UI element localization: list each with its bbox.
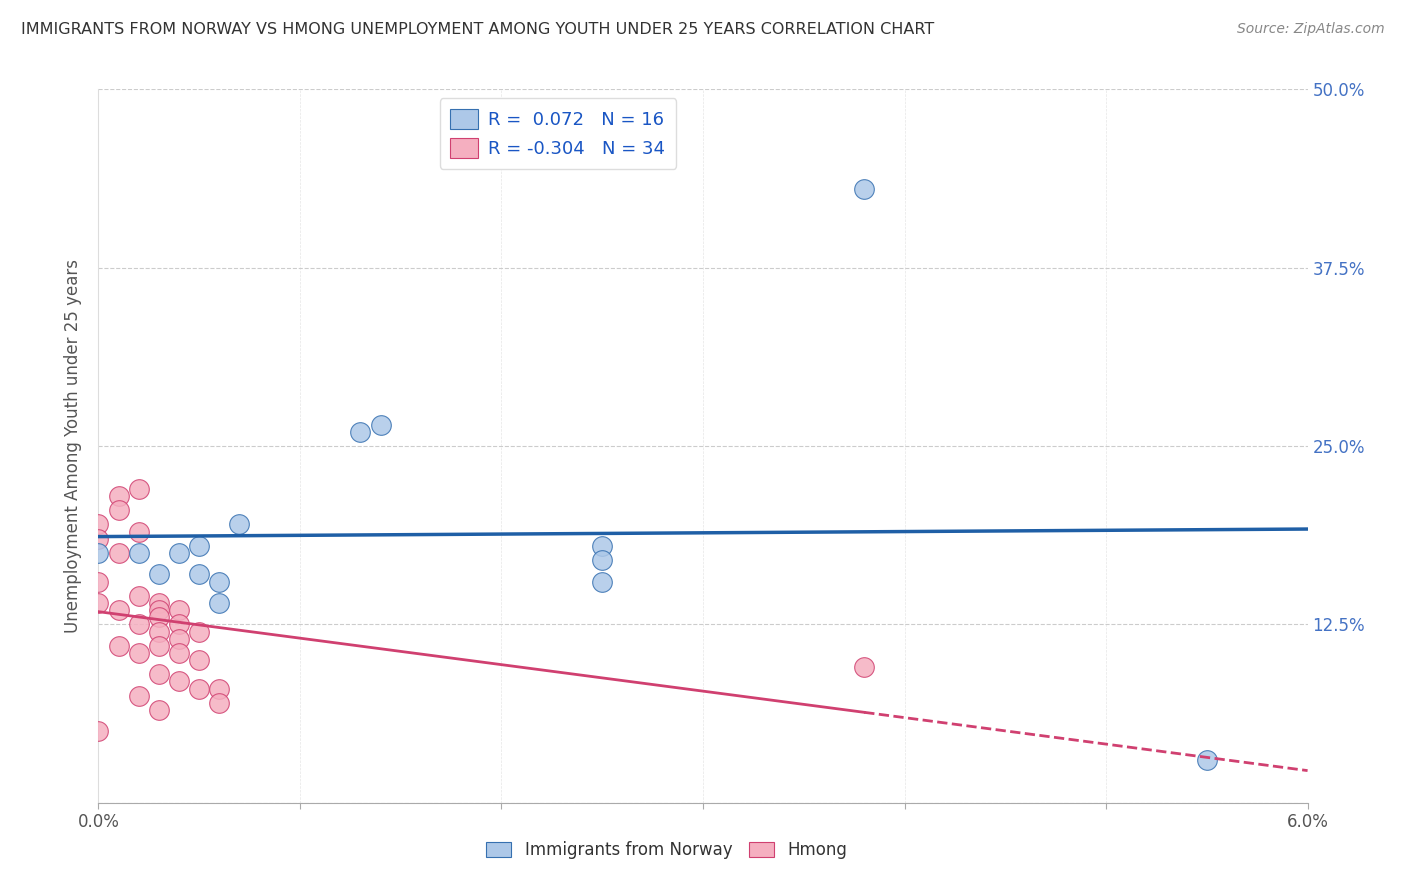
Point [167, 646, 190, 660]
Point [188, 567, 211, 582]
Point [591, 539, 613, 553]
Point [128, 689, 150, 703]
Point [167, 632, 190, 646]
Point [188, 653, 211, 667]
Point [107, 546, 129, 560]
Point [148, 596, 170, 610]
Point [167, 546, 190, 560]
Point [87, 517, 110, 532]
Point [148, 567, 170, 582]
Point [370, 417, 392, 432]
Point [148, 624, 170, 639]
Point [208, 596, 231, 610]
Text: Source: ZipAtlas.com: Source: ZipAtlas.com [1237, 22, 1385, 37]
Point [208, 574, 231, 589]
Point [167, 603, 190, 617]
Legend: Immigrants from Norway, Hmong: Immigrants from Norway, Hmong [479, 835, 853, 866]
Point [591, 574, 613, 589]
Point [148, 603, 170, 617]
Point [87, 574, 110, 589]
Point [167, 674, 190, 689]
Point [128, 646, 150, 660]
Point [208, 681, 231, 696]
Point [87, 596, 110, 610]
Point [128, 617, 150, 632]
Point [228, 517, 250, 532]
Point [208, 696, 231, 710]
Point [148, 639, 170, 653]
Point [148, 667, 170, 681]
Point [107, 489, 129, 503]
Point [188, 681, 211, 696]
Point [128, 589, 150, 603]
Point [107, 503, 129, 517]
Point [107, 603, 129, 617]
Point [188, 539, 211, 553]
Point [128, 482, 150, 496]
Point [87, 532, 110, 546]
Point [188, 624, 211, 639]
Point [128, 546, 150, 560]
Point [107, 639, 129, 653]
Text: IMMIGRANTS FROM NORWAY VS HMONG UNEMPLOYMENT AMONG YOUTH UNDER 25 YEARS CORRELAT: IMMIGRANTS FROM NORWAY VS HMONG UNEMPLOY… [21, 22, 935, 37]
Point [128, 524, 150, 539]
Point [1195, 753, 1218, 767]
Y-axis label: Unemployment Among Youth under 25 years: Unemployment Among Youth under 25 years [65, 259, 83, 633]
Point [853, 182, 876, 196]
Point [87, 724, 110, 739]
Point [167, 617, 190, 632]
Point [591, 553, 613, 567]
Point [148, 703, 170, 717]
Point [87, 546, 110, 560]
Point [349, 425, 371, 439]
Point [853, 660, 876, 674]
Point [148, 610, 170, 624]
